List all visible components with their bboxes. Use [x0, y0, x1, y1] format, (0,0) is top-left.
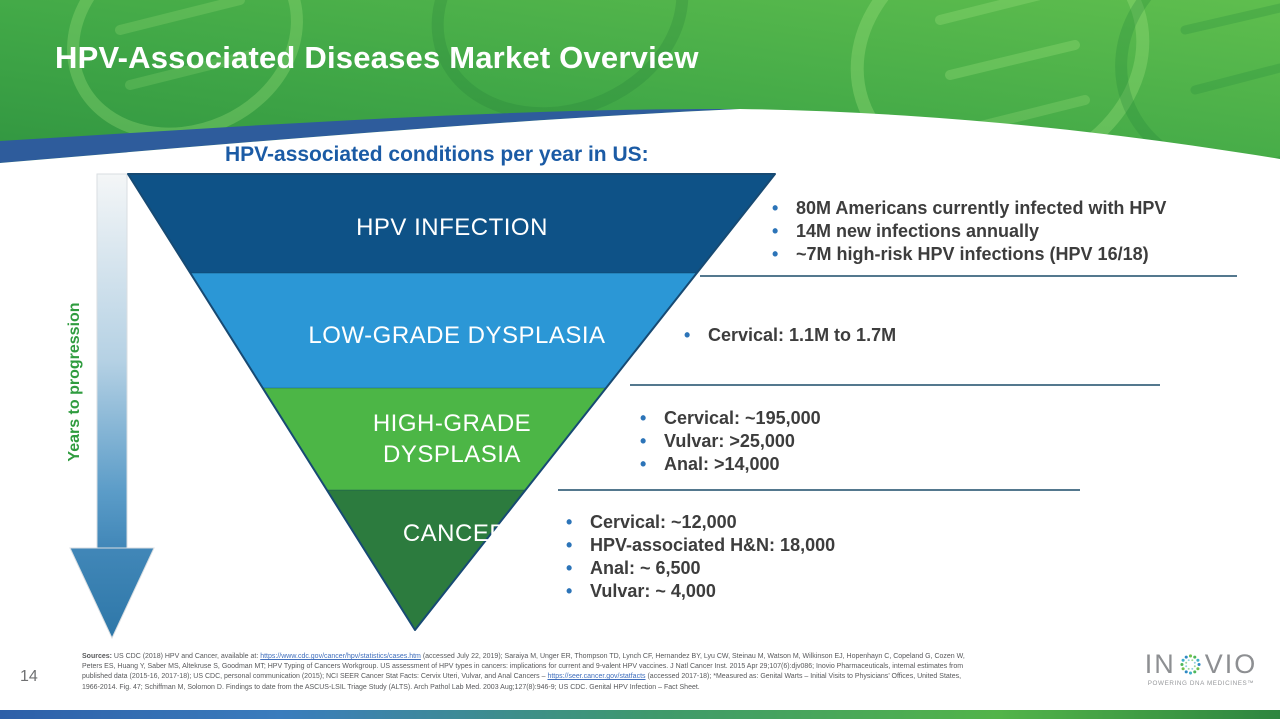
- stat-item: Anal: >14,000: [636, 453, 821, 476]
- sources-line: 1966-2014. Fig. 47; Schiffman M, Solomon…: [82, 683, 1122, 693]
- stat-group-high-grade: Cervical: ~195,000 Vulvar: >25,000 Anal:…: [636, 407, 821, 476]
- arrow-shaft: [96, 173, 128, 549]
- separator-line: [558, 489, 1080, 491]
- stat-item: Cervical: 1.1M to 1.7M: [680, 324, 896, 347]
- header-banner: [0, 0, 1280, 200]
- stat-item: Cervical: ~195,000: [636, 407, 821, 430]
- sources-label: Sources:: [82, 653, 112, 660]
- separator-line: [700, 275, 1237, 277]
- sources-line: Sources: US CDC (2018) HPV and Cancer, a…: [82, 652, 1122, 662]
- stat-item: 14M new infections annually: [768, 220, 1166, 243]
- sources-text: 1966-2014. Fig. 47; Schiffman M, Solomon…: [82, 683, 700, 691]
- page-number: 14: [20, 668, 38, 685]
- sources-line: Peters ES, Huang Y, Saber MS, Altekruse …: [82, 662, 1122, 672]
- sources-text: published data (2015-16, 2017-18); US CD…: [82, 673, 548, 681]
- inovio-logo-word: IN VIO: [1145, 651, 1258, 678]
- stat-group-infection: 80M Americans currently infected with HP…: [768, 197, 1166, 266]
- footer-stripe: [0, 710, 1280, 719]
- funnel-level-cancer: [326, 490, 526, 630]
- page-title: HPV-Associated Diseases Market Overview: [55, 40, 699, 75]
- stat-group-cancer: Cervical: ~12,000 HPV-associated H&N: 18…: [562, 511, 835, 603]
- stat-item: 80M Americans currently infected with HP…: [768, 197, 1166, 220]
- funnel-level-1-label: HPV INFECTION: [356, 214, 548, 241]
- stat-item: Anal: ~ 6,500: [562, 557, 835, 580]
- sources-line: published data (2015-16, 2017-18); US CD…: [82, 672, 1122, 682]
- sources-text: US CDC (2018) HPV and Cancer, available …: [111, 653, 261, 660]
- logo-text-left: IN: [1144, 649, 1176, 679]
- source-link-cdc[interactable]: https://www.cdc.gov/cancer/hpv/statistic…: [260, 653, 421, 660]
- separator-line: [630, 384, 1160, 386]
- arrow-head-icon: [69, 547, 155, 640]
- stat-item: HPV-associated H&N: 18,000: [562, 534, 835, 557]
- sources-text: (accessed July 22, 2019); Saraiya M, Ung…: [420, 653, 965, 660]
- sources-text: (accessed 2017-18); *Measured as: Genita…: [645, 673, 962, 681]
- stat-item: Vulvar: ~ 4,000: [562, 580, 835, 603]
- blue-swoosh: [0, 108, 740, 163]
- source-link-seer[interactable]: https://seer.cancer.gov/statfacts: [547, 673, 646, 681]
- stat-item: ~7M high-risk HPV infections (HPV 16/18): [768, 243, 1166, 266]
- dna-ring-icon: [1180, 654, 1201, 675]
- stat-group-low-grade: Cervical: 1.1M to 1.7M: [680, 324, 896, 347]
- stat-item: Cervical: ~12,000: [562, 511, 835, 534]
- logo-tagline: POWERING DNA MEDICINES™: [1147, 680, 1255, 687]
- sources-note: Sources: US CDC (2018) HPV and Cancer, a…: [82, 652, 1122, 693]
- funnel-level-4-label: CANCER: [402, 520, 508, 547]
- inovio-logo: IN VIO POWERING DNA MEDICINES™: [1145, 651, 1258, 688]
- stat-item: Vulvar: >25,000: [636, 430, 821, 453]
- funnel-level-2-label: LOW-GRADE DYSPLASIA: [308, 322, 606, 349]
- funnel-level-3-label: HIGH-GRADE DYSPLASIA: [372, 410, 532, 468]
- funnel-caption: HPV-associated conditions per year in US…: [225, 143, 649, 166]
- progression-axis-label: Years to progression: [66, 302, 83, 462]
- sources-text: Peters ES, Huang Y, Saber MS, Altekruse …: [82, 663, 964, 671]
- logo-text-right: VIO: [1204, 649, 1258, 679]
